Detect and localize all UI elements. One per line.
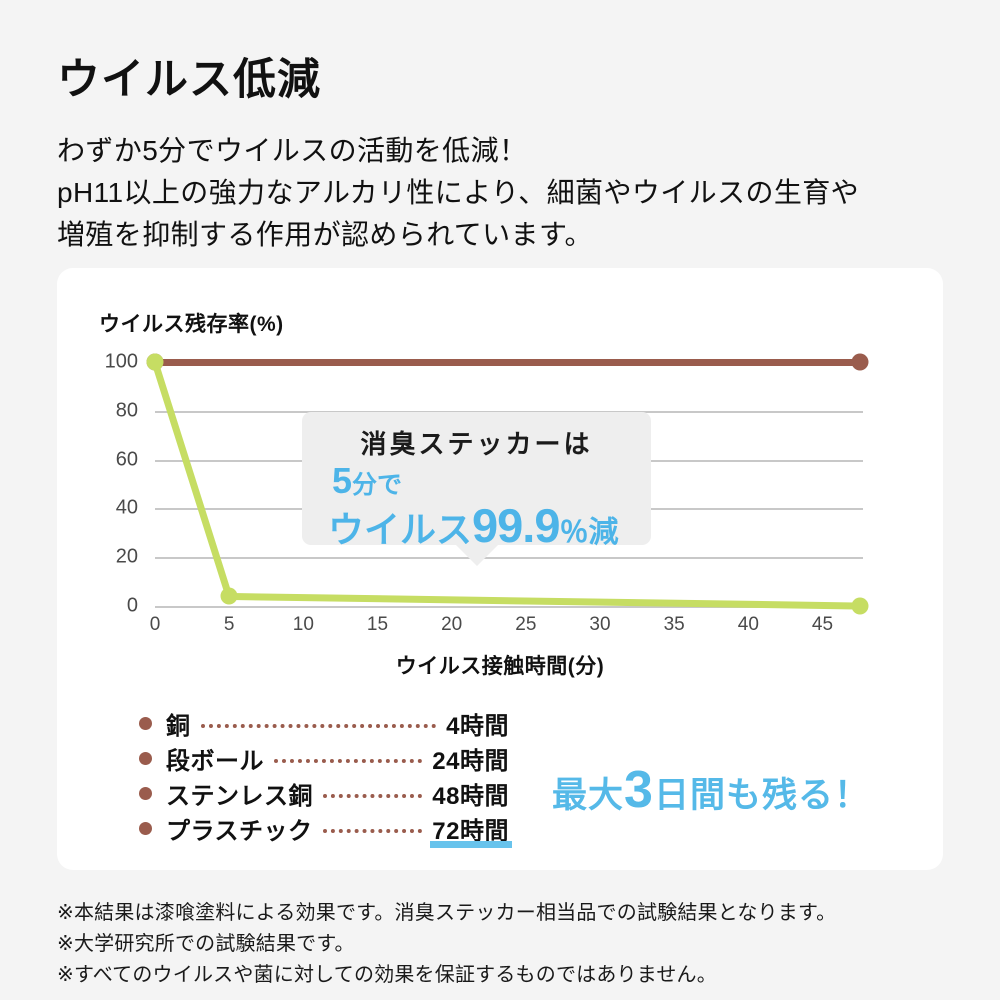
callout-virus-word: ウイルス xyxy=(328,509,473,550)
legend-value: 72時間 xyxy=(430,811,512,848)
legend-row: 段ボール 24時間 xyxy=(139,741,509,776)
annotation-number: 3 xyxy=(624,761,654,819)
y-tick: 60 xyxy=(115,448,138,471)
callout-percent-sign: ％ xyxy=(559,517,589,549)
legend-value: 48時間 xyxy=(432,783,509,810)
legend-dot-icon xyxy=(139,717,152,730)
y-tick: 80 xyxy=(115,399,138,422)
annotation-prefix: 最大 xyxy=(552,776,625,815)
x-tick: 5 xyxy=(223,614,235,635)
legend-leader-dots xyxy=(322,817,423,841)
gridline xyxy=(155,557,863,560)
series-segment xyxy=(151,360,233,598)
series-marker xyxy=(220,587,238,605)
legend-leader-dots xyxy=(274,747,423,771)
legend-row: 銅 4時間 xyxy=(139,706,509,741)
legend-row: プラスチック 72時間 xyxy=(139,811,512,848)
callout-minutes-particle: で xyxy=(377,471,403,499)
legend-dot-icon xyxy=(139,787,152,800)
legend-value: 4時間 xyxy=(446,713,509,740)
x-tick: 45 xyxy=(811,614,834,635)
legend-value: 24時間 xyxy=(432,748,509,775)
legend-leader-dots xyxy=(323,782,423,806)
footnotes: ※本結果は漆喰塗料による効果です。消臭ステッカー相当品での試験結果となります。 … xyxy=(57,902,837,986)
series-marker xyxy=(851,353,869,371)
y-tick: 40 xyxy=(115,496,138,519)
callout-reduction-word: 減 xyxy=(588,516,619,549)
series-marker xyxy=(146,353,164,371)
callout-minutes-number: 5 xyxy=(332,460,353,501)
x-tick: 30 xyxy=(589,614,611,635)
legend-dot-icon xyxy=(139,752,152,765)
x-axis-label: ウイルス接触時間(分) xyxy=(395,655,605,678)
x-tick: 20 xyxy=(441,614,463,635)
legend-leader-dots xyxy=(200,712,437,736)
series-segment xyxy=(155,358,860,366)
legend-dot-icon xyxy=(139,822,152,835)
callout-arrow-icon xyxy=(455,544,499,566)
series-marker xyxy=(851,597,869,615)
x-tick: 40 xyxy=(737,614,759,635)
lead-paragraph: わずか5分でウイルスの活動を低減！ pH11以上の強力なアルカリ性により、細菌や… xyxy=(57,135,860,250)
page-title: ウイルス低減 xyxy=(57,56,321,104)
legend-label: 銅 xyxy=(166,713,191,740)
gridline xyxy=(155,606,863,608)
legend-row: ステンレス銅 48時間 xyxy=(139,776,509,811)
x-tick: 15 xyxy=(366,614,389,635)
x-tick: 35 xyxy=(663,614,685,635)
callout-reduction-number: 99.9 xyxy=(472,499,560,552)
annotation-suffix: 日間も残る！ xyxy=(653,776,870,815)
days-annotation: 最大3日間も残る！ xyxy=(552,760,870,820)
legend-label: プラスチック xyxy=(166,818,313,845)
callout-line-2: 5分で xyxy=(332,460,402,502)
chart-card xyxy=(57,268,943,870)
callout-box: 消臭ステッカーは 5分で ウイルス99.9％減 xyxy=(302,412,651,552)
x-tick: 10 xyxy=(292,614,314,635)
callout-line-3: ウイルス99.9％減 xyxy=(328,498,619,553)
callout-minutes-unit: 分 xyxy=(352,471,378,499)
chart-legend: 銅 4時間段ボール 24時間ステンレス銅 48時間プラスチック 72時間 xyxy=(139,706,512,848)
y-axis-label: ウイルス残存率(%) xyxy=(99,313,284,336)
gridline xyxy=(155,410,863,413)
y-tick: 20 xyxy=(115,545,138,568)
legend-label: ステンレス銅 xyxy=(166,783,313,810)
legend-label: 段ボール xyxy=(166,748,264,775)
callout-line-1: 消臭ステッカーは xyxy=(360,429,593,459)
x-tick: 0 xyxy=(149,614,161,635)
x-tick: 25 xyxy=(515,614,537,635)
y-tick: 100 xyxy=(104,350,138,373)
y-tick: 0 xyxy=(126,594,138,617)
